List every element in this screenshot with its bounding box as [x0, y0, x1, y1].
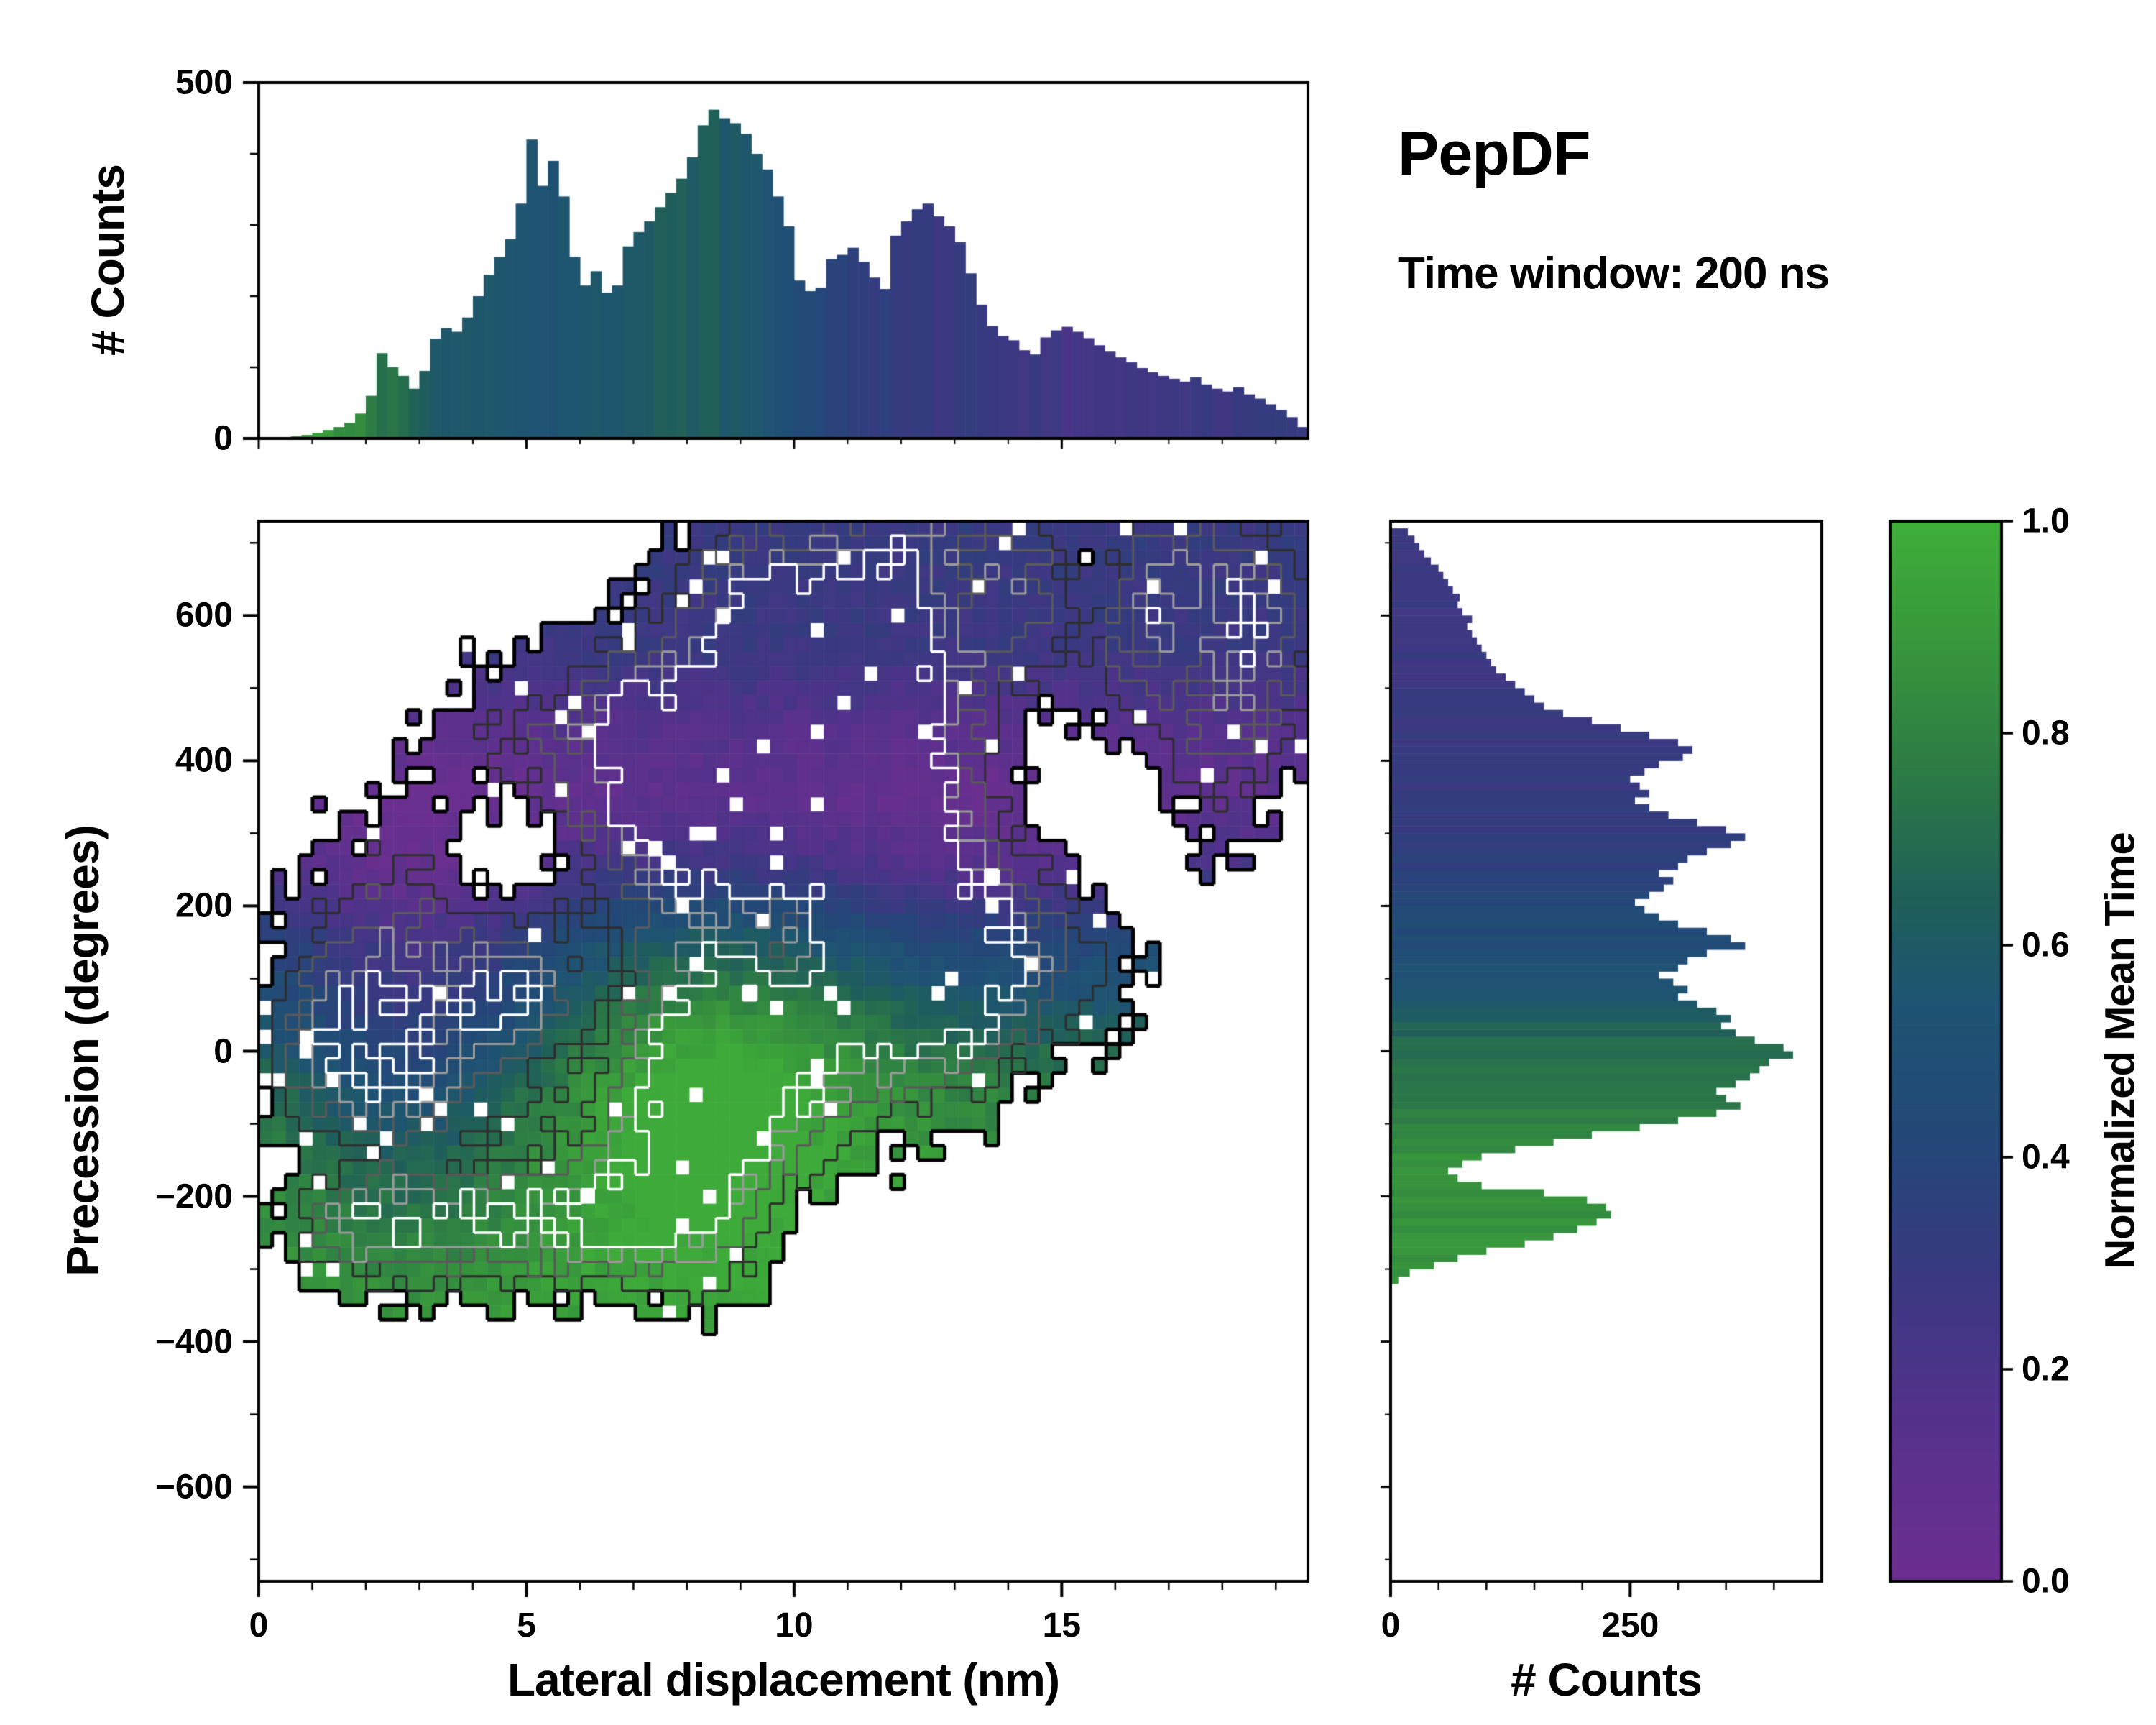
main-ylabel: Precession (degrees): [57, 825, 109, 1276]
main-y-tick-label: 200: [175, 886, 233, 925]
main-y-tick-label: 400: [175, 741, 233, 780]
colorbar-tick-label: 0.8: [2022, 714, 2070, 753]
figure-subtitle: Time window: 200 ns: [1398, 249, 1830, 298]
main-x-tick-label: 0: [249, 1606, 269, 1644]
main-y-tick-label: 0: [213, 1032, 233, 1070]
figure-title: PepDF: [1398, 119, 1590, 188]
main-x-tick-label: 10: [775, 1606, 814, 1644]
main-y-tick-label: −400: [155, 1322, 233, 1361]
top-hist-y-tick-label: 500: [175, 63, 233, 102]
top-hist-y-tick-label: 0: [213, 419, 233, 458]
right-histogram-xlabel: # Counts: [1511, 1654, 1703, 1706]
colorbar-tick-label: 1.0: [2022, 502, 2070, 540]
colorbar-tick-label: 0.4: [2022, 1138, 2070, 1177]
main-xlabel: Lateral displacement (nm): [507, 1654, 1060, 1706]
colorbar-tick-label: 0.2: [2022, 1350, 2070, 1389]
right-hist-x-tick-label: 0: [1381, 1606, 1401, 1644]
top-histogram-ylabel: # Counts: [82, 165, 134, 356]
colorbar-label: Normalized Mean Time: [2096, 832, 2144, 1269]
colorbar-tick-label: 0.6: [2022, 926, 2070, 965]
main-y-tick-label: 600: [175, 596, 233, 635]
main-x-tick-label: 5: [517, 1606, 536, 1644]
colorbar-tick-label: 0.0: [2022, 1562, 2070, 1601]
main-y-tick-label: −600: [155, 1468, 233, 1506]
right-hist-x-tick-label: 250: [1601, 1606, 1659, 1644]
main-y-tick-label: −200: [155, 1177, 233, 1216]
main-x-tick-label: 15: [1042, 1606, 1082, 1644]
